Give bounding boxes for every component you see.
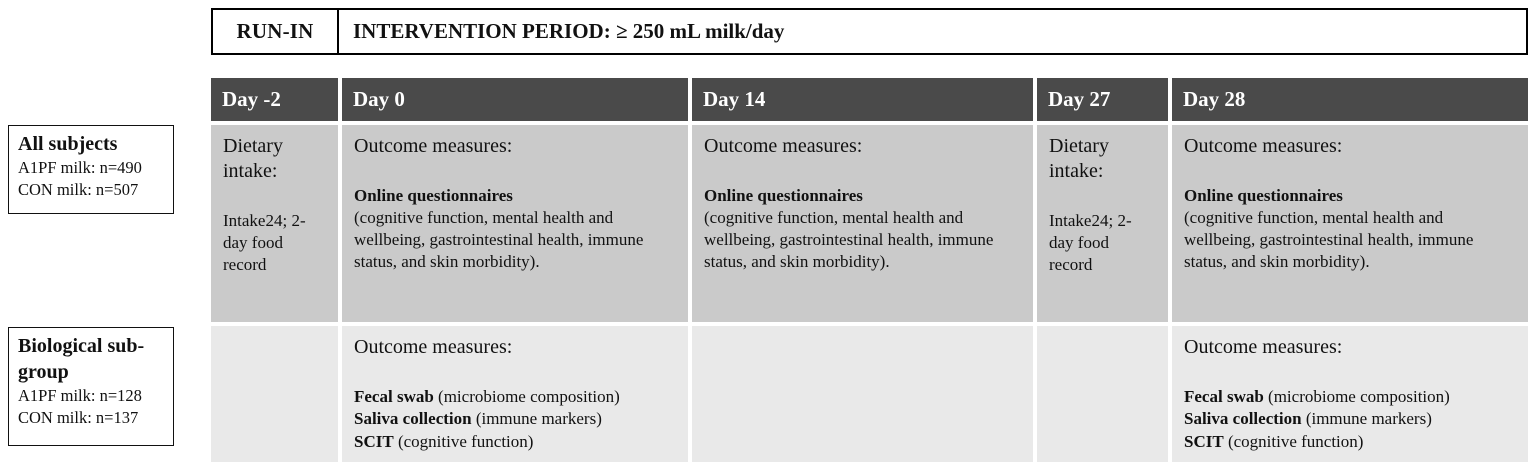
online-questionnaires-label: Online questionnaires: [354, 186, 513, 205]
run-in-label: RUN-IN: [213, 10, 339, 53]
dietary-intake-title: Dietary intake:: [1049, 135, 1109, 182]
day-header-day-14: Day 14: [692, 78, 1033, 121]
fecal-swab-detail: (microbiome composition): [433, 387, 620, 406]
dietary-intake-body: Intake24; 2-day food record: [223, 211, 306, 275]
online-questionnaires-label: Online questionnaires: [1184, 186, 1343, 205]
saliva-collection-label: Saliva collection: [354, 409, 472, 429]
questionnaire-block: Online questionnaires (cognitive functio…: [1184, 185, 1516, 273]
day-header-day-0: Day 0: [342, 78, 688, 121]
outcome-measures-title: Outcome measures:: [1184, 336, 1343, 358]
dietary-intake-body: Intake24; 2-day food record: [1049, 211, 1132, 275]
cell-bio-day-14: [692, 326, 1033, 462]
biological-a1pf-count: A1PF milk: n=128: [18, 386, 142, 405]
period-header: RUN-IN INTERVENTION PERIOD: ≥ 250 mL mil…: [211, 8, 1528, 55]
biological-subgroup-box: Biological sub-group A1PF milk: n=128 CO…: [8, 327, 174, 446]
cell-bio-day-minus2: [211, 326, 338, 462]
all-subjects-con-count: CON milk: n=507: [18, 180, 139, 200]
scit-label: SCIT: [354, 431, 394, 451]
fecal-swab-label: Fecal swab: [354, 387, 434, 406]
bio-measures-block: Fecal swab (microbiome composition) Sali…: [1184, 386, 1516, 453]
fecal-swab-label: Fecal swab: [1184, 387, 1264, 406]
all-subjects-box: All subjects A1PF milk: n=490 CON milk: …: [8, 125, 174, 214]
cell-bio-day-27: [1037, 326, 1168, 462]
cell-all-day-0: Outcome measures: Online questionnaires …: [342, 125, 688, 322]
fecal-swab-detail: (microbiome composition): [1263, 387, 1450, 406]
intervention-period-label: INTERVENTION PERIOD: ≥ 250 mL milk/day: [353, 19, 785, 43]
cell-bio-day-28: Outcome measures: Fecal swab (microbiome…: [1172, 326, 1528, 462]
biological-subgroup-row: Outcome measures: Fecal swab (microbiome…: [211, 326, 1528, 462]
scit-line: SCIT (cognitive function): [354, 431, 676, 453]
saliva-collection-line: Saliva collection (immune markers): [354, 408, 676, 430]
cell-bio-day-0: Outcome measures: Fecal swab (microbiome…: [342, 326, 688, 462]
day-header-day-minus2: Day -2: [211, 78, 338, 121]
outcome-measures-title: Outcome measures:: [1184, 135, 1343, 157]
outcome-measures-title: Outcome measures:: [704, 135, 863, 157]
scit-detail: (cognitive function): [393, 431, 534, 451]
outcome-measures-title: Outcome measures:: [354, 135, 513, 157]
fecal-swab-line: Fecal swab (microbiome composition): [354, 386, 676, 408]
biological-subgroup-title: Biological sub-group: [18, 335, 145, 383]
cell-all-day-14: Outcome measures: Online questionnaires …: [692, 125, 1033, 322]
outcome-measures-title: Outcome measures:: [354, 336, 513, 358]
questionnaire-detail: (cognitive function, mental health and w…: [704, 208, 994, 272]
day-header-row: Day -2 Day 0 Day 14 Day 27 Day 28: [211, 78, 1528, 121]
online-questionnaires-label: Online questionnaires: [704, 186, 863, 205]
scit-line: SCIT (cognitive function): [1184, 431, 1516, 453]
saliva-collection-label: Saliva collection: [1184, 409, 1302, 429]
saliva-collection-line: Saliva collection (immune markers): [1184, 408, 1516, 430]
all-subjects-row: Dietary intake: Intake24; 2-day food rec…: [211, 125, 1528, 322]
all-subjects-a1pf-count: A1PF milk: n=490: [18, 158, 142, 177]
all-subjects-title: All subjects: [18, 133, 118, 155]
cell-all-day-27: Dietary intake: Intake24; 2-day food rec…: [1037, 125, 1168, 322]
questionnaire-block: Online questionnaires (cognitive functio…: [704, 185, 1021, 273]
dietary-intake-title: Dietary intake:: [223, 135, 283, 182]
saliva-collection-detail: (immune markers): [471, 409, 602, 429]
questionnaire-detail: (cognitive function, mental health and w…: [354, 208, 644, 272]
questionnaire-block: Online questionnaires (cognitive functio…: [354, 185, 676, 273]
questionnaire-detail: (cognitive function, mental health and w…: [1184, 208, 1474, 272]
bio-measures-block: Fecal swab (microbiome composition) Sali…: [354, 386, 676, 453]
biological-con-count: CON milk: n=137: [18, 408, 139, 428]
scit-label: SCIT: [1184, 431, 1224, 451]
saliva-collection-detail: (immune markers): [1301, 409, 1432, 429]
scit-detail: (cognitive function): [1223, 431, 1364, 451]
fecal-swab-line: Fecal swab (microbiome composition): [1184, 386, 1516, 408]
cell-all-day-minus2: Dietary intake: Intake24; 2-day food rec…: [211, 125, 338, 322]
day-header-day-27: Day 27: [1037, 78, 1168, 121]
day-header-day-28: Day 28: [1172, 78, 1528, 121]
cell-all-day-28: Outcome measures: Online questionnaires …: [1172, 125, 1528, 322]
